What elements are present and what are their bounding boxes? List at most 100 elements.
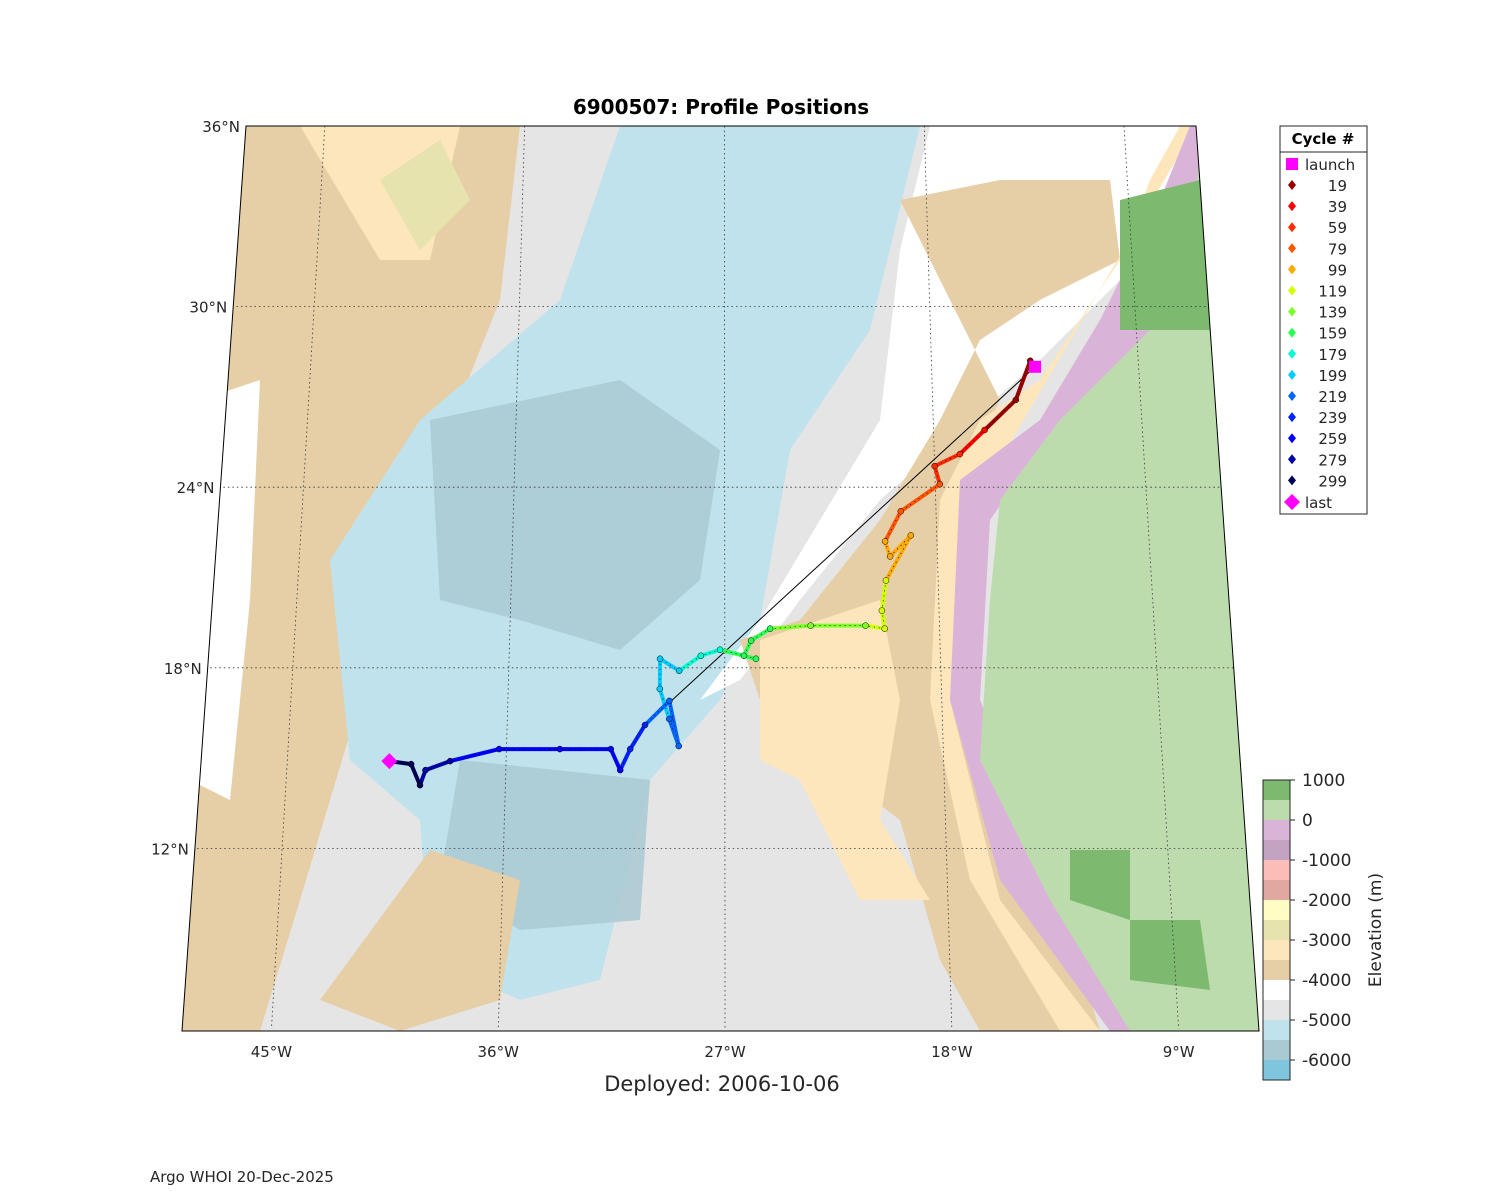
- south-ridge: [320, 850, 520, 1031]
- track-segment: [424, 759, 451, 773]
- colorbar-band: [1263, 920, 1290, 940]
- track-segment: [659, 657, 681, 673]
- legend-cycle-label: 219: [1318, 388, 1347, 406]
- profile-point: [907, 532, 915, 539]
- profile-point: [407, 760, 415, 768]
- legend-box: [1279, 125, 1368, 515]
- track-segment: [750, 626, 772, 643]
- legend-cycle-label: 279: [1318, 451, 1347, 469]
- map-title: 6900507: Profile Positions: [573, 95, 869, 119]
- colorbar-band: [1263, 900, 1290, 920]
- lat-tick-label: 36°N: [202, 118, 240, 136]
- colorbar-band: [1263, 1040, 1290, 1060]
- colorbar-tick-label: -6000: [1302, 1051, 1351, 1071]
- colorbar-tick-label: 0: [1302, 811, 1313, 831]
- legend-diamond-icon: [1288, 243, 1296, 254]
- legend-title: Cycle #: [1292, 130, 1355, 148]
- track-segment: [933, 452, 961, 468]
- profile-point: [607, 745, 615, 753]
- legend-cycle-label: 19: [1328, 177, 1347, 195]
- colorbar-frame: [1262, 779, 1291, 1081]
- launch-marker: [1029, 360, 1042, 373]
- profile-point: [556, 745, 564, 753]
- track-profile-dots: [644, 700, 670, 726]
- lat-tick-label: 30°N: [189, 299, 227, 317]
- legend-last-diamond-icon: [1284, 494, 1300, 510]
- colorbar-tick-label: -2000: [1302, 891, 1351, 911]
- legend-cycle-label: 239: [1318, 409, 1347, 427]
- cape-verde-rise: [760, 600, 930, 900]
- legend-diamond-icon: [1288, 264, 1296, 275]
- lon-tick-label: 45°W: [251, 1043, 293, 1061]
- colorbar-band: [1263, 1020, 1290, 1040]
- profile-point: [740, 652, 748, 660]
- profile-point: [881, 538, 889, 545]
- legend-diamond-icon: [1288, 433, 1296, 444]
- profile-point: [897, 508, 905, 515]
- legend-cycle-label: 39: [1328, 198, 1347, 216]
- profile-point: [656, 685, 664, 693]
- track-profile-dots: [1015, 360, 1031, 401]
- profile-point: [665, 715, 673, 723]
- colorbar-band: [1263, 980, 1290, 1000]
- profile-point: [862, 622, 869, 629]
- track-segment: [667, 700, 681, 747]
- legend-diamond-icon: [1288, 475, 1296, 486]
- profile-point: [881, 625, 888, 632]
- colorbar-band: [1263, 960, 1290, 980]
- atlas-highland: [1120, 180, 1215, 330]
- legend-cycle-label: 299: [1318, 472, 1347, 490]
- profile-point: [931, 462, 938, 470]
- profile-point: [675, 742, 683, 750]
- profile-point: [697, 652, 705, 660]
- colorbar-band: [1263, 1000, 1290, 1020]
- track-profile-dots: [881, 580, 887, 611]
- lat-tick-label: 12°N: [151, 840, 189, 858]
- footer-credit: Argo WHOI 20-Dec-2025: [150, 1168, 334, 1186]
- profile-point: [747, 637, 755, 644]
- track-profile-dots: [719, 649, 757, 660]
- profile-point: [981, 426, 988, 434]
- lon-tick-label: 27°W: [704, 1043, 746, 1061]
- profile-point: [882, 577, 890, 584]
- track-profile-dots: [959, 429, 985, 455]
- track-profile-dots: [885, 535, 912, 581]
- last-marker: [381, 753, 398, 770]
- lat-tick-label: 18°N: [164, 660, 202, 678]
- elevation-colorbar: 1000 0 -1000 -2000 -3000 -4000 -5000 -6000: [1262, 771, 1351, 1081]
- colorbar-band: [1263, 880, 1290, 900]
- legend-diamond-icon: [1288, 222, 1296, 233]
- legend-diamond-icon: [1288, 285, 1296, 296]
- profile-point: [956, 450, 964, 458]
- profile-point: [641, 721, 649, 729]
- graticule: [183, 126, 1259, 1030]
- deployed-date: Deployed: 2006-10-06: [604, 1072, 840, 1096]
- legend-launch-label: launch: [1305, 156, 1355, 174]
- legend-cycle-label: 139: [1318, 304, 1347, 322]
- lon-tick-label: 36°W: [478, 1043, 520, 1061]
- legend-diamond-icon: [1288, 391, 1296, 401]
- map-frame: [181, 125, 1260, 1032]
- legend-cycle-label: 59: [1328, 219, 1347, 237]
- legend-cycle-label: 79: [1328, 240, 1347, 258]
- track-profile-dots: [884, 511, 902, 542]
- profile-point: [446, 757, 454, 765]
- colorbar-label: Elevation (m): [1366, 873, 1386, 987]
- track-profile-dots: [389, 760, 412, 765]
- lat-tick-label: 24°N: [177, 479, 215, 497]
- track-profile-dots: [770, 625, 811, 630]
- legend-cycle-label: 199: [1318, 367, 1347, 385]
- highland-2: [1130, 920, 1210, 990]
- meridian-line: [271, 126, 326, 1030]
- legend-launch-square-icon: [1286, 158, 1298, 170]
- track-segment: [618, 748, 633, 771]
- track-segment: [409, 763, 422, 786]
- profile-point: [675, 667, 683, 675]
- profile-point: [616, 766, 624, 774]
- colorbar-band: [1263, 800, 1290, 820]
- profile-point: [936, 480, 944, 488]
- profile-point: [807, 622, 814, 629]
- legend-last-label: last: [1305, 494, 1332, 512]
- float-track: [386, 357, 1034, 789]
